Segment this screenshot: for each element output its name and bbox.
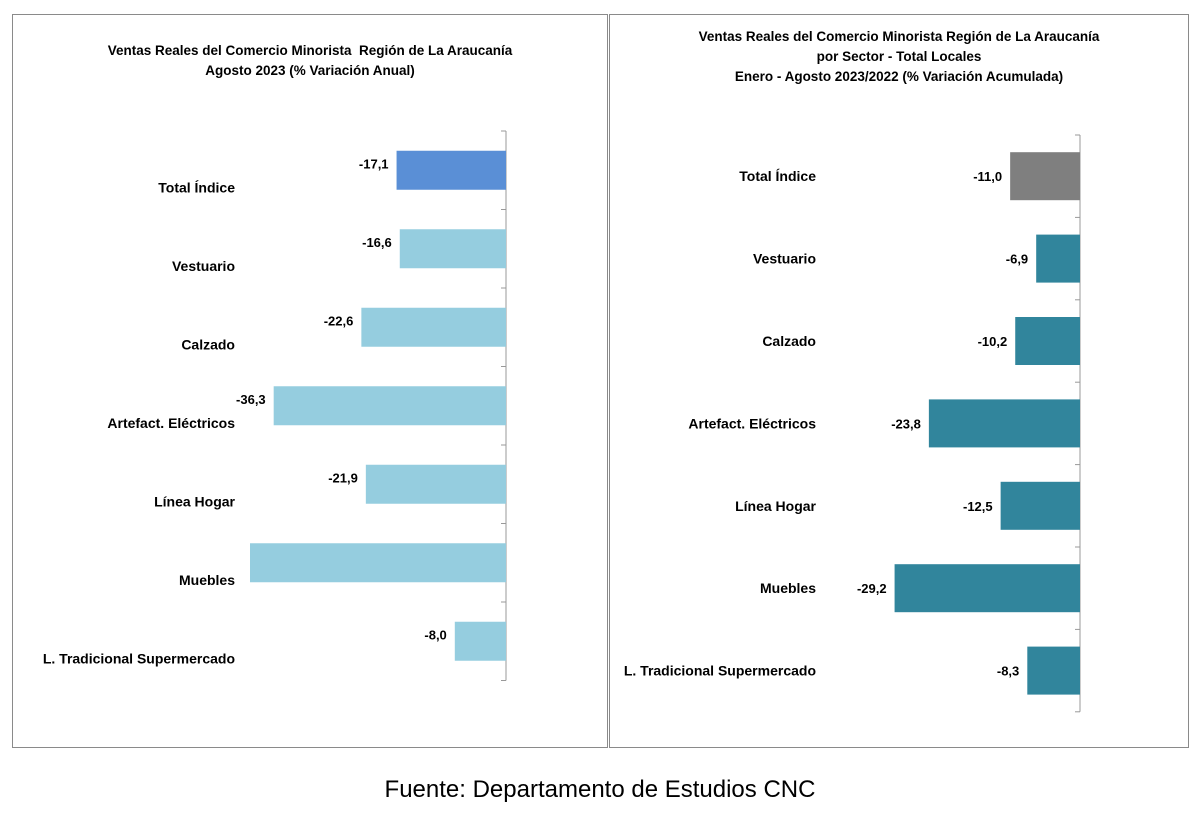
value-label: -12,5 [963,499,993,514]
chart-title: Ventas Reales del Comercio Minorista Reg… [13,41,607,81]
bar [399,229,506,269]
value-label: -11,0 [973,169,1002,184]
category-label: Total Índice [158,179,235,195]
bar [365,464,506,504]
chart-title-line: por Sector - Total Locales [816,49,982,64]
chart-panel-left: Ventas Reales del Comercio Minorista Reg… [12,14,608,748]
bar [894,564,1080,613]
value-label: -8,0 [424,627,446,642]
source-note: Fuente: Departamento de Estudios CNC [384,776,816,803]
bar-chart-right: Total Índice -11,0 Vestuario -6,9 Calzado -10… [624,134,1081,713]
bar [454,621,506,661]
category-label: Vestuario [753,251,816,267]
value-label: -21,9 [328,470,358,485]
bar [273,386,506,426]
category-label: Muebles [179,572,235,588]
bar [396,150,506,190]
bar [1015,317,1080,365]
value-label: -8,3 [997,664,1019,679]
value-label: -36,3 [236,392,266,407]
bar [361,307,506,347]
category-label: Línea Hogar [154,493,235,509]
category-label: Muebles [760,580,816,596]
value-label: -6,9 [1006,252,1028,267]
bar [250,543,506,583]
bar [1010,152,1080,201]
category-label: Línea Hogar [735,498,816,514]
chart-title-line: Ventas Reales del Comercio Minorista Reg… [698,29,1100,44]
value-label: -22,6 [324,313,354,328]
chart-title: Ventas Reales del Comercio Minorista Reg… [610,27,1188,87]
bar [928,399,1080,448]
category-label: L. Tradicional Supermercado [43,650,235,666]
chart-title-line: Agosto 2023 (% Variación Anual) [205,63,415,78]
value-label: -17,1 [359,156,389,171]
value-label: -10,2 [978,334,1008,349]
chart-title-line: Enero - Agosto 2023/2022 (% Variación Ac… [734,69,1064,84]
value-label: -29,2 [857,581,887,596]
category-label: Artefact. Eléctricos [107,415,235,431]
bar [1036,234,1080,283]
category-label: L. Tradicional Supermercado [624,663,816,679]
category-label: Calzado [762,333,816,349]
chart-panel-right: Ventas Reales del Comercio Minorista Reg… [609,14,1189,748]
value-label: -23,8 [891,416,921,431]
category-label: Total Índice [739,168,816,184]
category-label: Calzado [181,336,235,352]
bar [1000,481,1080,530]
chart-title-line: Ventas Reales del Comercio Minorista Reg… [107,43,513,58]
category-label: Vestuario [172,258,235,274]
value-label: -16,6 [362,235,392,250]
bar-chart-left: Total Índice -17,1 Vestuario -16,6 Calzado -2… [43,130,507,681]
bar [1027,646,1080,695]
category-label: Artefact. Eléctricos [688,415,816,431]
